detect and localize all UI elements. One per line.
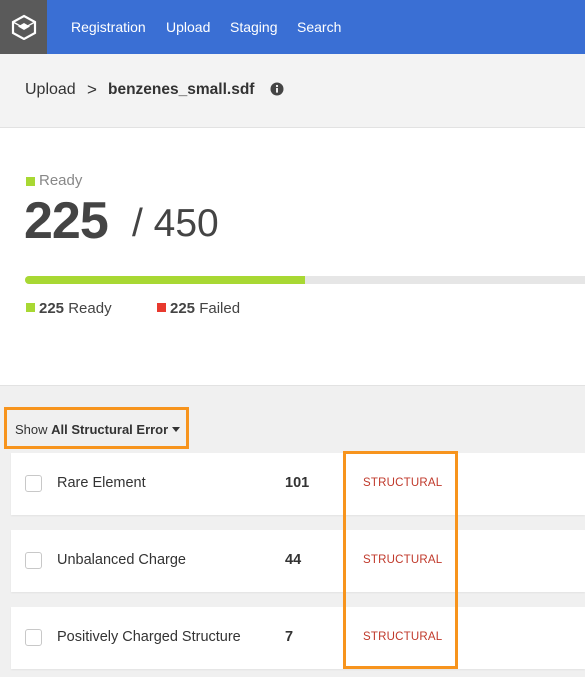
breadcrumb-separator: > <box>87 80 97 99</box>
upload-progress-bar <box>25 276 585 284</box>
nav-upload[interactable]: Upload <box>166 19 211 35</box>
breadcrumb-filename: benzenes_small.sdf <box>108 81 255 98</box>
error-row[interactable]: Unbalanced Charge 44 STRUCTURAL <box>11 530 585 592</box>
error-filter-dropdown[interactable]: Show All Structural Error <box>4 407 189 449</box>
ready-label: Ready <box>39 172 83 189</box>
caret-down-icon <box>172 427 181 432</box>
legend-ready-count: 225 <box>39 300 65 317</box>
filter-prefix: Show <box>15 422 48 437</box>
error-row[interactable]: Positively Charged Structure 7 STRUCTURA… <box>11 607 585 669</box>
breadcrumb-upload-link[interactable]: Upload <box>25 81 76 98</box>
nav-registration[interactable]: Registration <box>71 19 146 35</box>
error-name: Rare Element <box>57 475 146 491</box>
legend-ready-label: Ready <box>68 300 112 317</box>
error-type-badge: STRUCTURAL <box>363 477 443 489</box>
nav-staging[interactable]: Staging <box>230 19 278 35</box>
error-row[interactable]: Rare Element 101 STRUCTURAL <box>11 453 585 515</box>
legend-failed: 225 Failed <box>157 300 240 317</box>
error-count: 101 <box>285 475 310 491</box>
row-checkbox[interactable] <box>25 629 42 646</box>
legend-failed-count: 225 <box>170 300 196 317</box>
ready-status-dot <box>26 177 35 186</box>
breadcrumb: Upload > benzenes_small.sdf <box>0 54 585 128</box>
error-count: 7 <box>285 629 294 645</box>
error-type-badge: STRUCTURAL <box>363 631 443 643</box>
legend-failed-label: Failed <box>199 300 241 317</box>
legend-failed-dot <box>157 303 166 312</box>
upload-progress-fill <box>25 276 305 284</box>
error-name: Positively Charged Structure <box>57 629 241 645</box>
total-count: / 450 <box>132 202 219 245</box>
row-checkbox[interactable] <box>25 475 42 492</box>
error-type-badge: STRUCTURAL <box>363 554 443 566</box>
row-checkbox[interactable] <box>25 552 42 569</box>
error-count: 44 <box>285 552 302 568</box>
error-name: Unbalanced Charge <box>57 552 186 568</box>
upload-status-card: Ready 225 / 450 225 Ready 225 Failed <box>0 128 585 386</box>
legend-ready: 225 Ready <box>26 300 112 317</box>
nav-search[interactable]: Search <box>297 19 342 35</box>
ready-count: 225 <box>24 192 109 250</box>
info-circle-icon[interactable] <box>270 82 284 96</box>
filter-value: All Structural Error <box>51 422 169 437</box>
cube-logo-icon <box>11 14 36 40</box>
top-nav: Registration Upload Staging Search <box>0 0 585 54</box>
legend-ready-dot <box>26 303 35 312</box>
filter-text: Show All Structural Error <box>15 422 181 437</box>
app-logo[interactable] <box>0 0 47 54</box>
